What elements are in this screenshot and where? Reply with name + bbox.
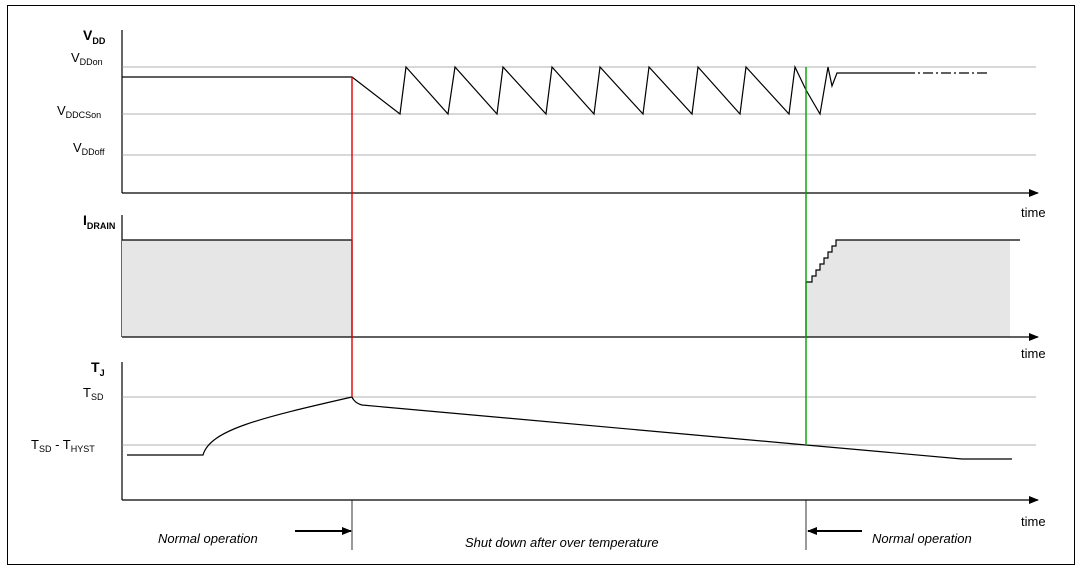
- idrain-restart-waveform: [805, 239, 1020, 337]
- vdd-time-label: time: [1021, 205, 1046, 220]
- idrain-normal-region: [122, 240, 352, 337]
- tj-axis-label: TJ: [91, 359, 105, 378]
- tsd-thyst-label: TSD - THYST: [31, 437, 95, 454]
- vdd-waveform: [122, 64, 905, 116]
- vddon-label: VDDon: [71, 50, 103, 67]
- tj-time-label: time: [1021, 514, 1046, 529]
- idrain-axis-label: IDRAIN: [83, 212, 115, 231]
- vddcson-label: VDDCSon: [57, 103, 101, 120]
- phase-normal-before: Normal operation: [158, 531, 258, 546]
- diagram-frame: [7, 5, 1075, 565]
- tj-waveform: [127, 396, 1012, 460]
- idrain-restart-region: [806, 240, 1010, 337]
- vdd-axis-label: VDD: [83, 27, 106, 46]
- phase-shutdown: Shut down after over temperature: [465, 535, 659, 550]
- idrain-time-label: time: [1021, 346, 1046, 361]
- tsd-label: TSD: [83, 385, 104, 402]
- phase-normal-after: Normal operation: [872, 531, 972, 546]
- vddoff-label: VDDoff: [73, 140, 105, 157]
